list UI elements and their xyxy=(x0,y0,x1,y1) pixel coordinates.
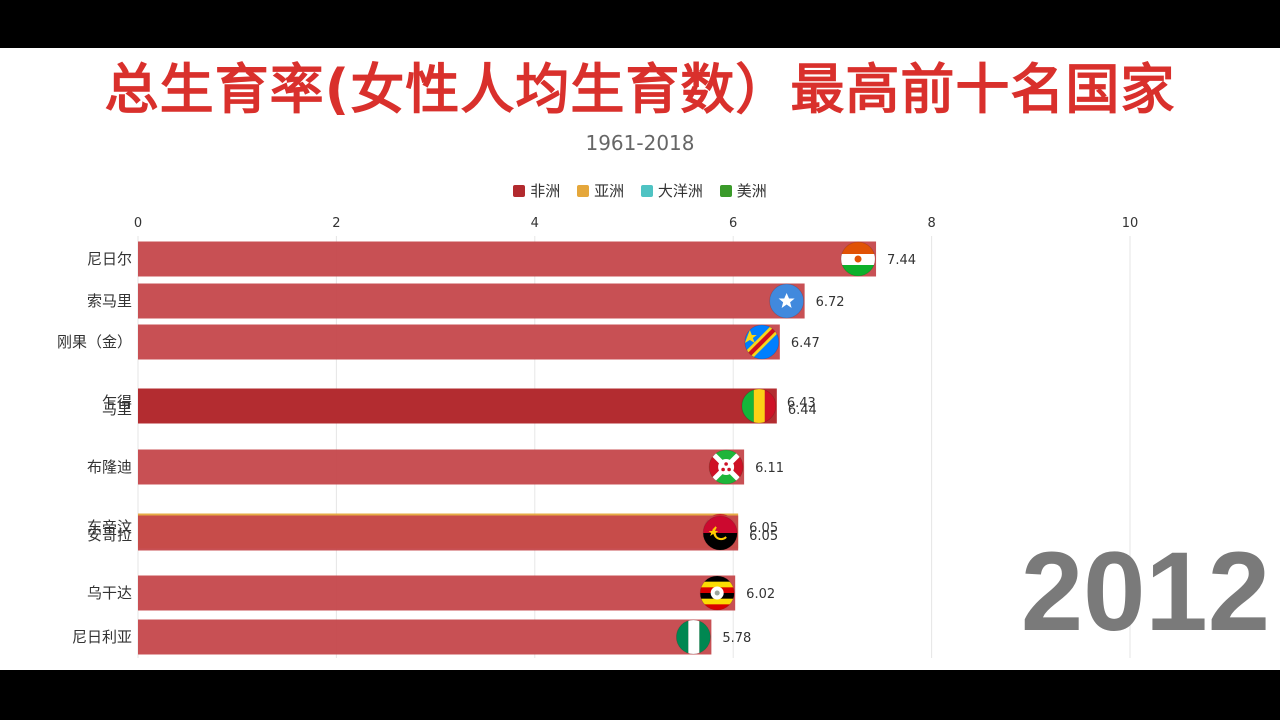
bar-chart: 0 2 4 6 8 10 尼日尔 7.44 索马里 6.72 刚果（金） 6.47 乍得 6.43 马里 6… xyxy=(57,216,1138,658)
category-label: 尼日利亚 xyxy=(72,628,132,646)
bar[interactable] xyxy=(138,575,736,611)
legend: 非洲 亚洲 大洋洲 美洲 xyxy=(0,181,1280,201)
x-tick-label: 2 xyxy=(332,216,340,231)
chart-title: 总生育率(女性人均生育数）最高前十名国家 xyxy=(104,58,1176,121)
chart-subtitle: 1961-2018 xyxy=(585,131,695,155)
bar-row: 刚果（金） 6.47 xyxy=(57,324,820,360)
bar-row: 布隆迪 6.11 xyxy=(87,449,784,485)
flag-icon xyxy=(699,575,735,611)
category-label: 尼日尔 xyxy=(87,250,132,268)
bar[interactable] xyxy=(138,241,877,277)
bar-row: 索马里 6.72 xyxy=(87,283,845,319)
bar[interactable] xyxy=(138,619,712,655)
flag-icon xyxy=(702,515,738,551)
bar-row: 安哥拉 6.05 xyxy=(87,515,778,551)
year-label: 2012 xyxy=(1020,529,1270,654)
value-label: 6.02 xyxy=(746,587,775,602)
x-axis-ticks: 0 2 4 6 8 10 xyxy=(134,216,1138,231)
legend-label-africa: 非洲 xyxy=(530,182,561,200)
x-tick-label: 10 xyxy=(1122,216,1139,231)
legend-item-americas[interactable]: 美洲 xyxy=(719,181,767,201)
value-label: 6.47 xyxy=(791,336,820,351)
category-label: 索马里 xyxy=(87,292,132,310)
legend-item-oceania[interactable]: 大洋洲 xyxy=(640,181,703,201)
bar-row: 尼日尔 7.44 xyxy=(87,241,916,277)
value-label: 5.78 xyxy=(722,631,751,646)
legend-label-oceania: 大洋洲 xyxy=(657,182,703,200)
value-label: 6.11 xyxy=(755,461,784,476)
category-label: 刚果（金） xyxy=(57,333,132,351)
category-label: 乌干达 xyxy=(87,584,132,602)
value-label: 6.44 xyxy=(788,403,817,418)
bar-row: 尼日利亚 5.78 xyxy=(72,619,751,655)
flag-icon xyxy=(840,241,876,277)
category-label: 东帝汶 xyxy=(87,518,132,536)
bar[interactable] xyxy=(138,449,745,485)
legend-item-africa[interactable]: 非洲 xyxy=(513,181,560,201)
bar[interactable] xyxy=(138,324,780,360)
x-tick-label: 8 xyxy=(927,216,935,231)
chart-stage: 总生育率(女性人均生育数）最高前十名国家 1961-2018 非洲 亚洲 大洋洲… xyxy=(0,48,1280,670)
bar-row: 马里 6.44 xyxy=(102,388,817,424)
bar-row: 乌干达 6.02 xyxy=(87,575,775,611)
value-label: 6.72 xyxy=(816,295,845,310)
value-label: 6.05 xyxy=(749,529,778,544)
flag-icon xyxy=(741,388,777,424)
flag-icon xyxy=(769,283,805,319)
legend-label-americas: 美洲 xyxy=(736,182,767,200)
x-tick-label: 6 xyxy=(729,216,737,231)
category-label: 安哥拉 xyxy=(87,526,132,544)
legend-swatch-americas xyxy=(719,185,732,197)
category-label: 马里 xyxy=(102,400,132,418)
bar[interactable] xyxy=(138,388,777,424)
x-tick-label: 4 xyxy=(531,216,539,231)
flag-icon xyxy=(744,324,780,360)
x-tick-label: 0 xyxy=(134,216,142,231)
flag-icon xyxy=(675,619,711,655)
bars: 尼日尔 7.44 索马里 6.72 刚果（金） 6.47 乍得 6.43 马里 6.44 布隆迪 6.… xyxy=(57,241,916,655)
legend-label-asia: 亚洲 xyxy=(594,182,625,200)
value-label: 7.44 xyxy=(887,253,916,268)
bar[interactable] xyxy=(138,283,805,319)
legend-swatch-oceania xyxy=(640,185,653,197)
flag-icon xyxy=(708,449,744,485)
value-label: 6.43 xyxy=(787,396,816,411)
value-label: 6.05 xyxy=(749,521,778,536)
legend-item-asia[interactable]: 亚洲 xyxy=(577,181,624,201)
category-label: 乍得 xyxy=(102,393,132,411)
legend-swatch-africa xyxy=(513,185,526,197)
bar[interactable] xyxy=(138,515,739,551)
legend-swatch-asia xyxy=(577,185,590,197)
category-label: 布隆迪 xyxy=(87,458,132,476)
